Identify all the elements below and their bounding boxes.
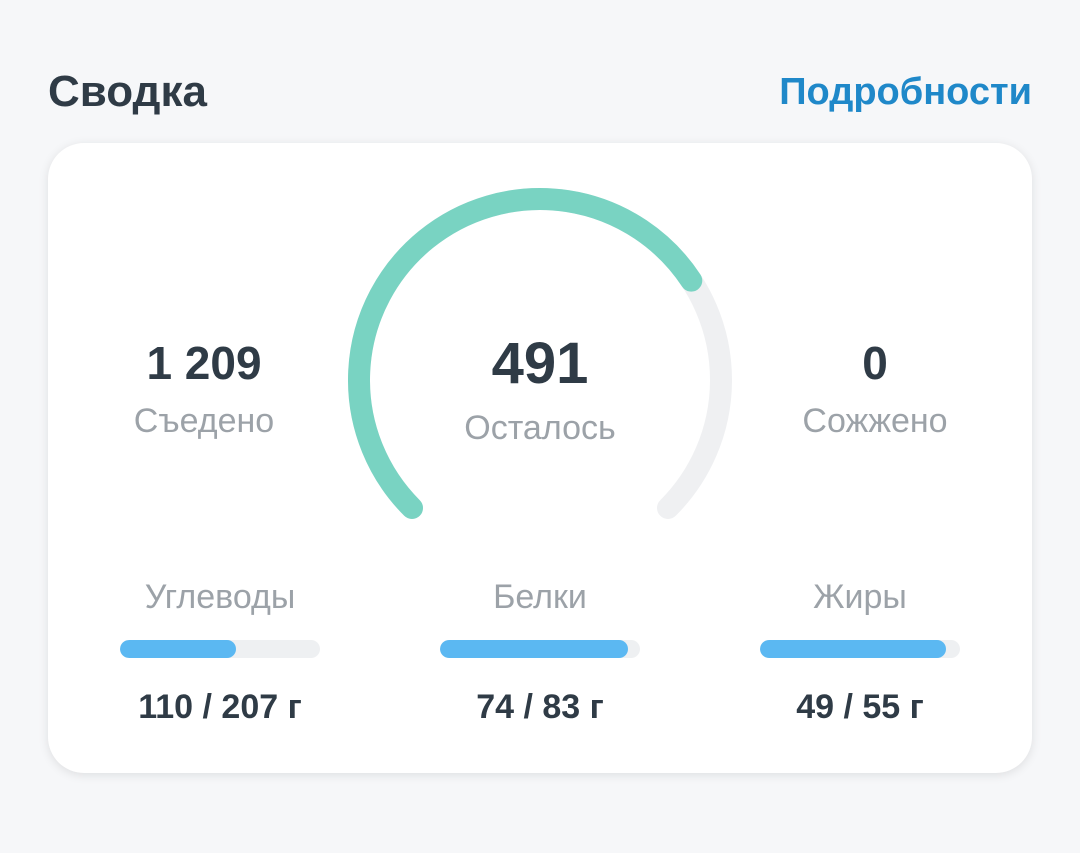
remaining-value: 491 [491, 331, 589, 396]
gauge-fill [348, 188, 703, 519]
macro-fat: Жиры 49 / 55 г [760, 578, 960, 727]
macro-progress-track [120, 640, 320, 658]
details-link[interactable]: Подробности [779, 70, 1032, 113]
remaining-stat: 491 Осталось [390, 335, 690, 448]
eaten-value: 1 209 [146, 337, 262, 389]
eaten-label: Съедено [133, 402, 275, 440]
macro-progress-fill [440, 640, 628, 658]
remaining-label: Осталось [464, 409, 616, 447]
macro-carbs: Углеводы 110 / 207 г [120, 578, 320, 727]
macro-amount: 110 / 207 г [138, 688, 302, 726]
macro-amount: 49 / 55 г [796, 688, 924, 726]
macro-progress-track [760, 640, 960, 658]
macro-amount: 74 / 83 г [476, 688, 604, 726]
calorie-gauge [348, 188, 732, 519]
burned-label: Сожжено [802, 402, 948, 440]
eaten-stat: 1 209 Съедено [54, 340, 354, 441]
burned-stat: 0 Сожжено [725, 340, 1025, 441]
macro-label: Углеводы [144, 578, 296, 616]
macro-progress-fill [760, 640, 946, 658]
macro-label: Белки [493, 578, 587, 616]
macro-label: Жиры [813, 578, 907, 616]
macro-progress-fill [120, 640, 236, 658]
summary-card: 1 209 Съедено 491 Осталось 0 Сожжено Угл… [48, 143, 1032, 773]
macro-protein: Белки 74 / 83 г [440, 578, 640, 727]
summary-header: Сводка Подробности [48, 62, 1032, 122]
page-title: Сводка [48, 67, 207, 116]
burned-value: 0 [862, 337, 888, 389]
macro-progress-track [440, 640, 640, 658]
